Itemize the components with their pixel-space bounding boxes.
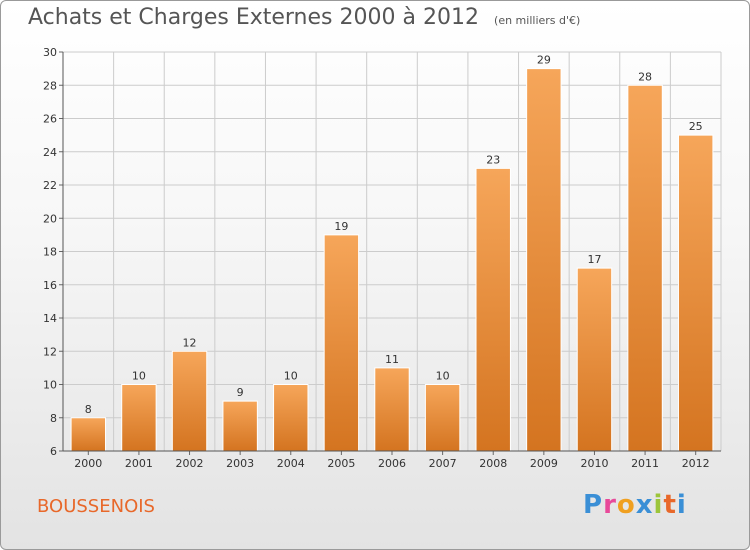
bar xyxy=(424,384,461,452)
y-tick-label: 28 xyxy=(43,79,57,92)
logo-letter: i xyxy=(653,490,664,520)
x-tick-label: 2011 xyxy=(631,457,659,470)
bar-value-label: 29 xyxy=(537,54,551,67)
bar xyxy=(627,84,663,452)
y-tick-label: 30 xyxy=(43,46,57,59)
y-tick-label: 10 xyxy=(43,379,57,392)
bars: 8 10 12 9 10 19 11 10 23 29 17 28 25 xyxy=(70,54,714,452)
logo-letter: r xyxy=(603,490,617,520)
bar-value-label: 11 xyxy=(385,353,399,366)
x-tick-label: 2005 xyxy=(327,457,355,470)
x-tick-label: 2012 xyxy=(682,457,710,470)
x-tick-label: 2010 xyxy=(580,457,608,470)
x-tick-label: 2006 xyxy=(378,457,406,470)
x-tick-label: 2004 xyxy=(277,457,305,470)
chart-title: Achats et Charges Externes 2000 à 2012 (… xyxy=(28,5,580,30)
bar-value-label: 25 xyxy=(689,120,703,133)
x-tick-label: 2009 xyxy=(530,457,558,470)
y-tick-label: 6 xyxy=(50,445,57,458)
commune-name: BOUSSENOIS xyxy=(37,496,155,517)
bar-value-label: 12 xyxy=(183,336,197,349)
bar xyxy=(576,267,613,452)
y-tick-label: 18 xyxy=(43,246,57,259)
bar xyxy=(222,400,258,452)
axes: 6 8 10 12 14 16 18 20 22 24 26 28 30 2000 2001 2002 2003… xyxy=(43,46,721,470)
x-tick-label: 2007 xyxy=(429,457,457,470)
y-tick-label: 8 xyxy=(50,412,57,425)
bar xyxy=(323,234,360,452)
y-tick-label: 16 xyxy=(43,279,57,292)
bar-value-label: 9 xyxy=(237,386,244,399)
bar-value-label: 10 xyxy=(284,370,298,383)
proxiti-logo: Proxiti xyxy=(583,490,687,520)
y-tick-label: 12 xyxy=(43,345,57,358)
x-tick-label: 2008 xyxy=(479,457,507,470)
logo-letter: o xyxy=(616,490,636,520)
chart-title-unit: (en milliers d'€) xyxy=(494,14,581,27)
logo-letter: P xyxy=(583,490,604,520)
bar-value-label: 28 xyxy=(638,70,652,83)
x-tick-label: 2002 xyxy=(176,457,204,470)
x-tick-label: 2003 xyxy=(226,457,254,470)
y-tick-label: 14 xyxy=(43,312,57,325)
bar-value-label: 10 xyxy=(436,370,450,383)
bar-value-label: 19 xyxy=(334,220,348,233)
chart-title-main: Achats et Charges Externes 2000 à 2012 xyxy=(28,5,479,30)
logo-letter: t xyxy=(663,490,677,520)
bar xyxy=(475,167,511,452)
y-tick-label: 22 xyxy=(43,179,57,192)
bar xyxy=(677,134,714,452)
bar-value-label: 23 xyxy=(486,153,500,166)
bar-value-label: 8 xyxy=(85,403,92,416)
bar-value-label: 17 xyxy=(587,253,601,266)
logo-letter: x xyxy=(635,490,654,520)
y-tick-label: 20 xyxy=(43,212,57,225)
y-tick-label: 26 xyxy=(43,113,57,126)
bar xyxy=(526,68,562,452)
bar-value-label: 10 xyxy=(132,370,146,383)
x-tick-label: 2001 xyxy=(125,457,153,470)
logo-letter: i xyxy=(676,490,687,520)
bar xyxy=(171,350,208,452)
y-tick-label: 24 xyxy=(43,146,57,159)
x-tick-label: 2000 xyxy=(74,457,102,470)
bar xyxy=(70,417,107,452)
bar xyxy=(121,384,157,452)
bar xyxy=(273,384,309,452)
bar xyxy=(374,367,410,452)
